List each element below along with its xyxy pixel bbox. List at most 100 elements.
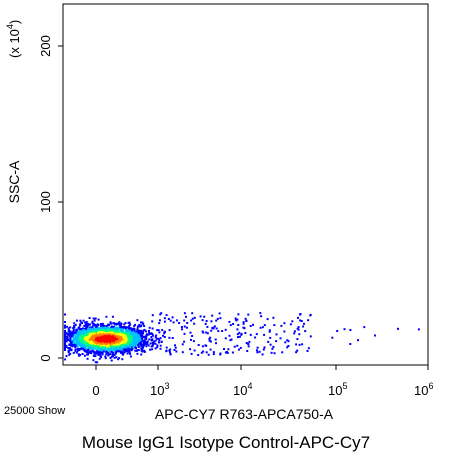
event-dot bbox=[101, 351, 104, 354]
event-dot bbox=[72, 340, 75, 343]
event-dot bbox=[165, 346, 168, 349]
event-dot bbox=[113, 341, 115, 344]
event-dot bbox=[133, 341, 136, 344]
event-dot bbox=[72, 327, 75, 329]
event-dot bbox=[108, 345, 111, 348]
event-dot bbox=[81, 343, 84, 346]
event-dot bbox=[114, 323, 116, 326]
event-dot bbox=[206, 332, 209, 335]
event-dot bbox=[169, 319, 172, 322]
event-dot bbox=[140, 321, 142, 324]
event-dot bbox=[115, 341, 118, 344]
event-dot bbox=[238, 335, 241, 338]
event-dot bbox=[106, 326, 109, 329]
event-dot bbox=[98, 341, 101, 344]
event-dot bbox=[76, 348, 79, 351]
y-tick-label: 200 bbox=[38, 35, 53, 57]
event-dot bbox=[112, 333, 115, 336]
event-dot bbox=[119, 346, 122, 349]
event-dot bbox=[146, 340, 149, 343]
event-dot bbox=[201, 319, 204, 322]
event-dot bbox=[145, 334, 148, 337]
event-dot bbox=[91, 322, 94, 325]
event-dot bbox=[139, 341, 142, 344]
event-dot bbox=[92, 329, 95, 332]
event-dot bbox=[120, 328, 123, 331]
event-dot bbox=[193, 322, 196, 325]
event-dot bbox=[110, 347, 112, 350]
event-dot bbox=[96, 331, 99, 334]
event-dot bbox=[96, 327, 99, 330]
event-dot bbox=[78, 333, 81, 335]
event-dot bbox=[102, 348, 105, 351]
event-dot bbox=[139, 339, 142, 342]
event-dot bbox=[142, 336, 145, 338]
event-dot bbox=[92, 317, 95, 320]
event-dot bbox=[99, 329, 102, 332]
event-dot bbox=[133, 325, 136, 328]
event-dot bbox=[79, 328, 82, 331]
event-dot bbox=[97, 334, 100, 337]
event-dot bbox=[134, 349, 137, 352]
event-dot bbox=[105, 339, 108, 341]
event-dot bbox=[127, 326, 130, 329]
event-dot bbox=[94, 352, 97, 354]
event-dot bbox=[154, 342, 157, 345]
event-dot bbox=[104, 331, 107, 334]
event-dot bbox=[76, 337, 78, 340]
event-dot bbox=[227, 348, 230, 351]
event-dot bbox=[151, 320, 154, 323]
event-dot bbox=[102, 342, 105, 345]
event-dot bbox=[156, 346, 159, 349]
event-dot bbox=[74, 333, 77, 336]
event-dot bbox=[74, 331, 77, 334]
event-dot bbox=[153, 340, 156, 343]
event-dot bbox=[81, 339, 84, 342]
event-dot bbox=[121, 342, 123, 345]
event-dot bbox=[105, 343, 108, 346]
event-dot bbox=[135, 343, 138, 345]
event-dot bbox=[123, 326, 125, 328]
event-dot bbox=[81, 341, 84, 344]
event-dot bbox=[138, 323, 141, 326]
event-dot bbox=[80, 334, 83, 337]
event-dot bbox=[134, 323, 137, 326]
event-dot bbox=[77, 348, 80, 351]
event-dot bbox=[156, 329, 159, 332]
event-dot bbox=[154, 347, 157, 350]
event-dot bbox=[169, 351, 171, 354]
event-dot bbox=[273, 324, 276, 327]
event-dot bbox=[142, 322, 145, 325]
event-dot bbox=[64, 341, 66, 344]
event-dot bbox=[81, 322, 84, 325]
event-dot bbox=[122, 328, 124, 331]
event-dot bbox=[86, 323, 89, 326]
event-dot bbox=[78, 342, 81, 345]
event-dot bbox=[283, 330, 286, 333]
event-dot bbox=[295, 343, 298, 346]
event-dot bbox=[84, 333, 87, 336]
event-dot bbox=[139, 334, 142, 337]
event-dot bbox=[128, 334, 131, 337]
event-dot bbox=[210, 329, 213, 332]
event-dot bbox=[126, 326, 129, 329]
event-dot bbox=[96, 346, 99, 349]
event-dot bbox=[84, 337, 87, 340]
event-dot bbox=[293, 330, 296, 333]
event-dot bbox=[116, 342, 119, 345]
event-dot bbox=[143, 344, 145, 347]
event-dot bbox=[129, 339, 132, 342]
event-dot bbox=[145, 335, 148, 338]
event-dot bbox=[218, 312, 221, 315]
event-dot bbox=[79, 323, 82, 326]
event-dot bbox=[295, 351, 298, 354]
event-dot bbox=[111, 345, 114, 348]
event-dot bbox=[181, 343, 184, 346]
chart-title: Mouse IgG1 Isotype Control-APC-Cy7 bbox=[82, 433, 370, 452]
event-dot bbox=[102, 350, 105, 353]
event-dot bbox=[87, 331, 90, 334]
event-dot bbox=[66, 325, 69, 328]
event-dot bbox=[137, 334, 140, 337]
event-dot bbox=[231, 351, 234, 354]
